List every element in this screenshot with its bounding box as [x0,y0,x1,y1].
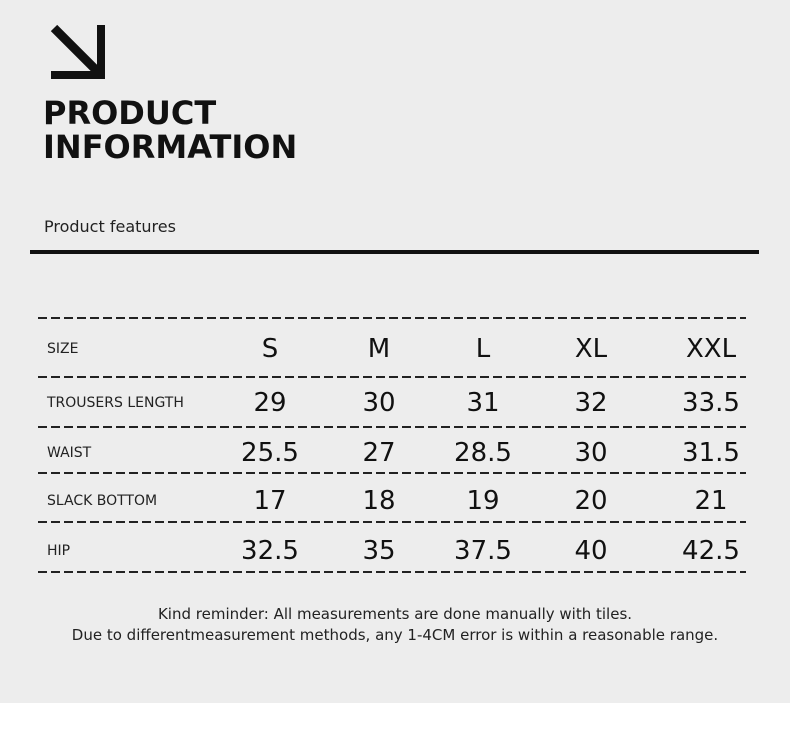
row-label: TROUSERS LENGTH [47,395,184,411]
subtitle: Product features [44,217,176,236]
measurement-cell: 40 [574,536,608,566]
dashed-divider [38,376,746,378]
measurement-cell: 35 [362,536,396,566]
note-line-2: Due to differentmeasurement methods, any… [71,626,719,644]
note-line-1: Kind reminder: All measurements are done… [157,605,633,623]
measurement-cell: 30 [362,388,396,418]
row-label: SLACK BOTTOM [47,493,158,509]
measurement-cell: 19 [466,486,500,516]
measurement-cell: 25.5 [241,438,299,468]
title-line-1: PRODUCT [43,94,217,132]
dashed-divider [38,317,746,319]
dashed-divider [38,472,746,474]
row-label: WAIST [47,445,92,461]
measurement-cell: 29 [253,388,287,418]
measurement-cell: 20 [574,486,608,516]
size-header: L [475,334,491,364]
measurement-cell: 27 [362,438,396,468]
dashed-divider [38,521,746,523]
measurement-cell: 28.5 [454,438,512,468]
title-line-2: INFORMATION [43,128,298,166]
divider [30,250,759,254]
measurement-cell: 31 [466,388,500,418]
dashed-divider [38,571,746,573]
product-info-panel: PRODUCT INFORMATION Product features SIZ… [0,0,790,703]
measurement-cell: 18 [362,486,396,516]
measurement-cell: 32 [574,388,608,418]
measurement-cell: 30 [574,438,608,468]
dashed-divider [38,426,746,428]
arrow-down-right-icon [50,24,105,79]
measurement-cell: 17 [253,486,287,516]
measurement-cell: 33.5 [682,388,740,418]
size-header: S [261,334,279,364]
measurement-cell: 42.5 [682,536,740,566]
measurement-cell: 32.5 [241,536,299,566]
size-header: XL [574,334,608,364]
row-label: SIZE [47,341,79,357]
measurement-cell: 37.5 [454,536,512,566]
measurement-cell: 21 [694,486,728,516]
measurement-cell: 31.5 [682,438,740,468]
size-header: M [367,334,391,364]
size-header: XXL [685,334,737,364]
row-label: HIP [47,543,71,559]
